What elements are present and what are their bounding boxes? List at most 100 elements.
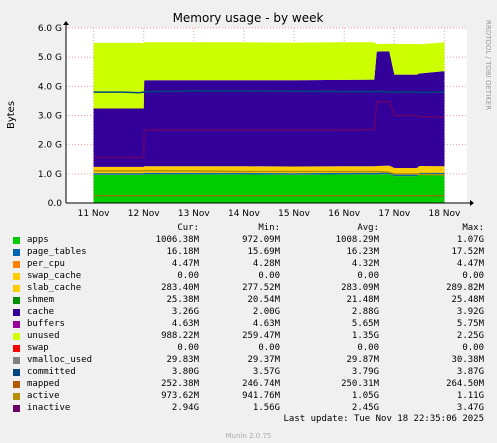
legend-min: 972.09M: [242, 235, 280, 245]
legend-row-unused: unused 988.22M 259.47M 1.35G 2.25G: [0, 330, 497, 342]
legend-name: page_tables: [27, 247, 87, 257]
y-tick-label: 5.0 G: [38, 53, 62, 63]
legend-name: cache: [27, 307, 55, 317]
col-max: Max:: [462, 223, 484, 233]
legend-swatch: [13, 393, 20, 400]
legend-row-committed: committed 3.80G 3.57G 3.79G 3.87G: [0, 366, 497, 378]
legend-min: 0.00: [258, 343, 280, 353]
legend-min: 4.28M: [252, 259, 280, 269]
legend-min: 20.54M: [247, 295, 280, 305]
legend-max: 3.87G: [456, 367, 484, 377]
line-active: [93, 169, 445, 176]
legend-swatch: [13, 309, 20, 316]
legend-avg: 5.65M: [351, 319, 379, 329]
legend-row-swap: swap 0.00 0.00 0.00 0.00: [0, 342, 497, 354]
legend-min: 15.69M: [247, 247, 280, 257]
legend-min: 277.52M: [242, 283, 280, 293]
legend-cur: 3.80G: [171, 367, 199, 377]
legend-cur: 4.63M: [171, 319, 199, 329]
x-tick-label: 11 Nov: [78, 209, 111, 219]
legend-swatch: [13, 381, 20, 388]
legend-cur: 973.62M: [161, 391, 199, 401]
area-cache: [93, 51, 445, 169]
rrdtool-credit: RRDTOOL / TOBI OETIKER: [484, 20, 492, 110]
col-min: Min:: [258, 223, 280, 233]
legend-swatch: [13, 237, 20, 244]
legend-max: 1.11G: [456, 391, 484, 401]
legend-name: committed: [27, 367, 76, 377]
x-tick-label: 13 Nov: [178, 209, 211, 219]
y-tick-label: 3.0 G: [38, 112, 62, 122]
legend-row-swap_cache: swap_cache 0.00 0.00 0.00 0.00: [0, 270, 497, 282]
legend-name: apps: [27, 235, 49, 245]
area-page_tables: [93, 172, 445, 177]
legend-table: Cur: Min: Avg: Max: apps 1006.38M 972.09M 1…: [0, 222, 497, 422]
series-areas: [93, 42, 445, 203]
legend-cur: 29.83M: [166, 355, 199, 365]
legend-max: 25.48M: [451, 295, 484, 305]
legend-avg: 0.00: [357, 271, 379, 281]
legend-row-shmem: shmem 25.38M 20.54M 21.48M 25.48M: [0, 294, 497, 306]
x-tick-label: 16 Nov: [328, 209, 361, 219]
legend-header: Cur: Min: Avg: Max:: [0, 222, 497, 234]
legend-name: inactive: [27, 403, 71, 413]
legend-cur: 25.38M: [166, 295, 199, 305]
x-axis-arrow: [470, 200, 474, 206]
chart-title: Memory usage - by week: [173, 11, 324, 25]
legend-row-buffers: buffers 4.63M 4.63M 5.65M 5.75M: [0, 318, 497, 330]
legend-name: shmem: [27, 295, 55, 305]
legend-avg: 4.32M: [351, 259, 379, 269]
legend-cur: 4.47M: [171, 259, 199, 269]
line-committed: [93, 89, 445, 94]
legend-min: 0.00: [258, 271, 280, 281]
legend-row-inactive: inactive 2.94G 1.56G 2.45G 3.47G: [0, 402, 497, 414]
legend-avg: 21.48M: [346, 295, 379, 305]
legend-name: vmalloc_used: [27, 355, 93, 365]
legend-avg: 16.23M: [346, 247, 379, 257]
x-tick-label: 12 Nov: [128, 209, 161, 219]
legend-swatch: [13, 297, 20, 304]
legend-min: 246.74M: [242, 379, 280, 389]
area-apps: [93, 174, 445, 203]
legend-row-page_tables: page_tables 16.18M 15.69M 16.23M 17.52M: [0, 246, 497, 258]
x-tick-label: 18 Nov: [428, 209, 461, 219]
legend-name: slab_cache: [27, 283, 82, 293]
legend-name: active: [27, 391, 60, 401]
legend-max: 4.47M: [456, 259, 484, 269]
legend-name: buffers: [27, 319, 65, 329]
y-axis-label: Bytes: [6, 101, 17, 129]
legend-min: 4.63M: [252, 319, 280, 329]
legend-swatch: [13, 357, 20, 364]
legend-max: 0.00: [462, 271, 484, 281]
legend-min: 29.37M: [247, 355, 280, 365]
legend-max: 5.75M: [456, 319, 484, 329]
legend-max: 3.92G: [456, 307, 484, 317]
legend-avg: 2.45G: [351, 403, 379, 413]
memory-usage-chart: Memory usage - by week Bytes RRDTOOL / T…: [6, 11, 492, 219]
legend-swatch: [13, 369, 20, 376]
y-tick-label: 1.0 G: [38, 170, 62, 180]
legend-max: 1.07G: [456, 235, 484, 245]
legend-avg: 1008.29M: [335, 235, 379, 245]
legend-row-active: active 973.62M 941.76M 1.05G 1.11G: [0, 390, 497, 402]
col-cur: Cur:: [177, 223, 199, 233]
legend-row-cache: cache 3.26G 2.00G 2.88G 3.92G: [0, 306, 497, 318]
legend-avg: 0.00: [357, 343, 379, 353]
legend-row-vmalloc_used: vmalloc_used 29.83M 29.37M 29.87M 30.38M: [0, 354, 497, 366]
legend-name: per_cpu: [27, 259, 65, 269]
legend-avg: 29.87M: [346, 355, 379, 365]
legend-row-mapped: mapped 252.38M 246.74M 250.31M 264.50M: [0, 378, 497, 390]
legend-cur: 988.22M: [161, 331, 199, 341]
line-inactive: [93, 101, 445, 159]
legend-max: 2.25G: [456, 331, 484, 341]
legend-cur: 2.94G: [171, 403, 199, 413]
y-tick-label: 0.0: [48, 199, 63, 209]
legend-max: 17.52M: [451, 247, 484, 257]
legend-swatch: [13, 405, 20, 412]
legend-cur: 16.18M: [166, 247, 199, 257]
legend-avg: 1.05G: [351, 391, 379, 401]
legend-swatch: [13, 345, 20, 352]
x-tick-label: 17 Nov: [378, 209, 411, 219]
legend-max: 289.82M: [446, 283, 484, 293]
series-lines: [93, 89, 445, 197]
